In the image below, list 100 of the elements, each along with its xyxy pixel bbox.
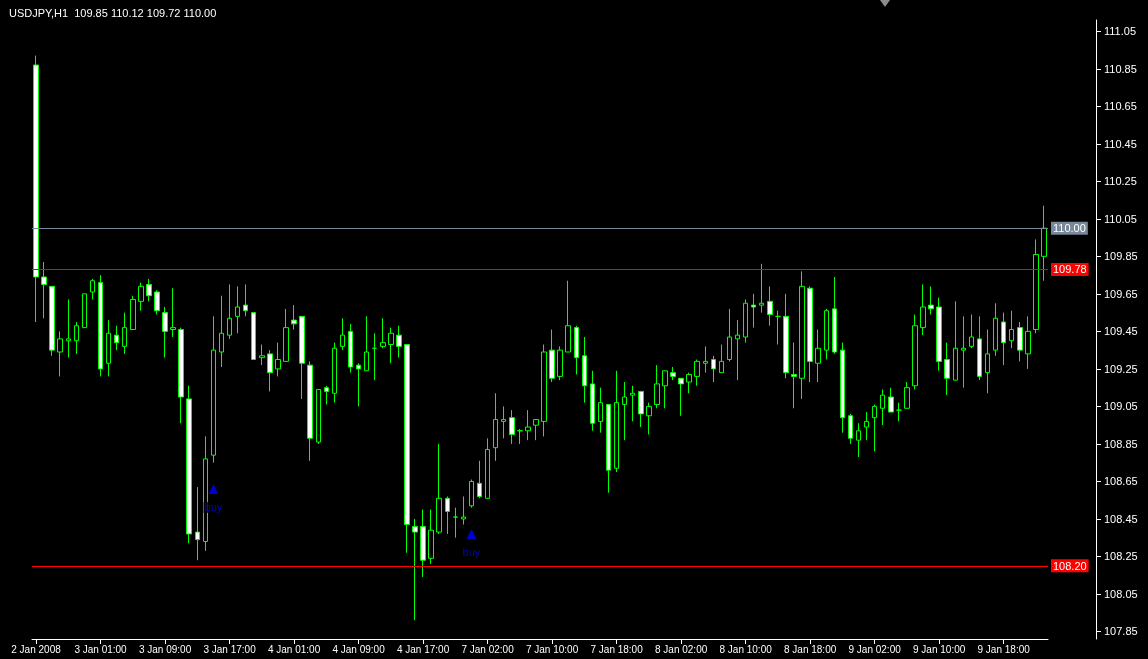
candlestick	[436, 443, 442, 535]
x-tick-label: 9 Jan 10:00	[913, 643, 966, 655]
candlestick	[832, 276, 837, 355]
candlestick	[719, 344, 724, 374]
candlestick	[743, 298, 748, 344]
chart-title: USDJPY,H1 109.85 110.12 109.72 110.00	[9, 6, 217, 19]
candlestick	[122, 312, 127, 355]
y-tick-label: 109.25	[1104, 362, 1138, 375]
y-tick-label: 110.05	[1104, 212, 1137, 225]
candlestick	[324, 385, 329, 406]
candlestick	[1033, 238, 1039, 334]
x-tick-label: 7 Jan 02:00	[461, 643, 515, 655]
candlestick	[356, 362, 361, 407]
candlestick	[912, 313, 918, 391]
candlestick	[598, 387, 603, 434]
candlestick	[815, 329, 821, 383]
candlestick	[953, 300, 958, 381]
candlestick	[388, 327, 394, 364]
candlestick	[316, 389, 321, 445]
candlestick	[461, 495, 466, 526]
candlestick	[348, 323, 353, 374]
candlestick	[864, 411, 869, 441]
candlestick	[880, 389, 885, 426]
candlestick	[445, 495, 450, 535]
candlestick	[848, 413, 853, 445]
y-tick-label: 107.85	[1104, 625, 1138, 638]
candlestick	[993, 302, 998, 357]
candlestick	[783, 293, 789, 379]
candlestick	[1041, 205, 1047, 282]
candlestick	[227, 283, 232, 340]
candlestick	[404, 344, 410, 554]
candlestick	[888, 387, 894, 413]
candlestick	[74, 321, 79, 355]
candlestick	[670, 366, 676, 381]
candlestick	[1017, 321, 1023, 362]
candlestick	[154, 289, 160, 315]
x-tick-label: 7 Jan 10:00	[525, 643, 579, 655]
candlestick	[130, 295, 136, 330]
candlestick	[904, 381, 910, 409]
x-tick-label: 9 Jan 18:00	[977, 643, 1031, 655]
candlestick	[961, 315, 966, 389]
y-tick-label: 109.85	[1104, 250, 1138, 263]
candlestick	[622, 381, 627, 441]
candlestick	[98, 274, 103, 377]
candlestick	[678, 377, 684, 417]
candlestick	[146, 278, 152, 302]
candlestick	[686, 372, 692, 394]
candlestick	[856, 422, 861, 458]
y-tick-label: 108.45	[1104, 512, 1138, 525]
candlestick	[638, 390, 644, 428]
candlestick	[243, 283, 248, 317]
candlestick	[767, 285, 773, 327]
x-tick-label: 3 Jan 09:00	[138, 643, 192, 655]
candlestick	[307, 360, 313, 462]
y-tick-label: 108.65	[1104, 475, 1138, 488]
candlestick	[977, 315, 982, 381]
candlestick	[49, 285, 55, 357]
candlestick	[727, 308, 732, 362]
candlestick	[501, 405, 506, 439]
candlestick	[824, 308, 829, 361]
candlestick	[372, 332, 377, 381]
candlestick	[775, 310, 781, 346]
ref-line-label: 108.20	[1053, 559, 1087, 572]
candlestick	[840, 342, 845, 434]
x-tick-label: 4 Jan 17:00	[396, 643, 450, 655]
candlestick	[630, 385, 635, 422]
ref-line-label: 110.00	[1053, 222, 1086, 235]
candlestick	[582, 336, 587, 404]
candlestick	[219, 295, 224, 368]
candlestick	[82, 293, 87, 329]
y-tick-label: 108.05	[1104, 587, 1138, 600]
candlestick	[936, 297, 942, 372]
x-tick-label: 8 Jan 18:00	[783, 643, 837, 655]
candlestick	[485, 437, 490, 499]
candlestick	[799, 270, 805, 400]
candlestick	[283, 308, 289, 362]
candlestick	[533, 419, 539, 441]
y-tick-label: 110.25	[1104, 175, 1137, 188]
candlestick	[694, 359, 700, 387]
candlestick	[662, 370, 668, 409]
candlestick	[428, 509, 434, 565]
candlestick	[453, 507, 458, 539]
y-tick-label: 109.65	[1104, 287, 1138, 300]
candlestick	[493, 392, 498, 462]
y-tick-label: 110.85	[1104, 62, 1137, 75]
candlestick	[614, 370, 619, 473]
candlestick	[364, 315, 369, 372]
x-tick-label: 8 Jan 02:00	[654, 643, 708, 655]
candlestick	[195, 486, 200, 561]
candlestick	[606, 404, 611, 494]
candlestick	[565, 280, 571, 353]
candlestick	[420, 509, 426, 578]
candlestick	[396, 325, 402, 359]
x-tick-label: 9 Jan 02:00	[848, 643, 902, 655]
candlestick	[291, 304, 297, 330]
candlestick	[469, 479, 474, 509]
candlestick	[928, 285, 934, 315]
candlestick	[66, 298, 71, 359]
y-tick-label: 110.45	[1104, 137, 1137, 150]
candlestick	[162, 306, 168, 359]
